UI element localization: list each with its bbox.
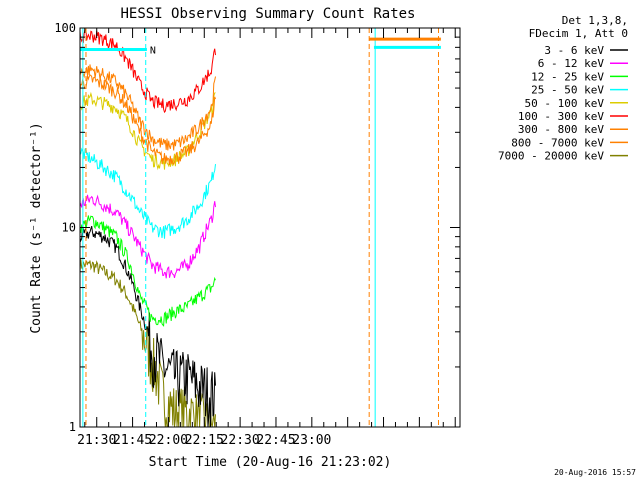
legend-entry-label: 6 - 12 keV (538, 57, 605, 70)
flag-bars: N (80, 37, 441, 57)
vertical-markers (82, 28, 439, 427)
x-tick-label: 23:00 (292, 433, 331, 448)
x-axis-label: Start Time (20-Aug-16 21:23:02) (149, 455, 392, 470)
y-tick-label: 1 (69, 420, 76, 434)
legend-entry-label: 7000 - 20000 keV (498, 150, 604, 163)
y-tick-label: 100 (54, 21, 76, 35)
series-line (79, 29, 216, 114)
legend-entry-label: 25 - 50 keV (531, 84, 604, 97)
plot-lines (79, 29, 216, 428)
flag-bar-label: N (150, 46, 156, 57)
x-tick-label: 22:00 (149, 433, 188, 448)
series-line (79, 91, 216, 171)
series-line (79, 64, 216, 151)
series-line (79, 147, 216, 239)
series-line (79, 194, 216, 279)
legend-entry-label: 800 - 7000 keV (511, 136, 604, 149)
x-tick-label: 21:30 (77, 433, 116, 448)
legend-entry-label: 3 - 6 keV (544, 44, 604, 57)
legend-header-line-1: Det 1,3,8, (562, 14, 628, 27)
x-tick-label: 22:45 (256, 433, 295, 448)
y-tick-label: 10 (62, 221, 76, 235)
footer-timestamp: 20-Aug-2016 15:57 (554, 468, 636, 477)
series-line (79, 215, 216, 327)
legend-entry-label: 12 - 25 keV (531, 70, 604, 83)
y-axis-label: Count Rate (s⁻¹ detector⁻¹) (29, 122, 44, 333)
series-line (79, 225, 216, 428)
plot-frame (79, 27, 461, 428)
legend-entry-label: 100 - 300 keV (518, 110, 604, 123)
series-line (79, 259, 216, 428)
legend-entry-label: 300 - 800 keV (518, 123, 604, 136)
series-line (79, 74, 216, 165)
x-tick-label: 22:15 (185, 433, 224, 448)
y-axis: 1 10 100 (54, 21, 460, 434)
legend-header-line-2: FDecim 1, Att 0 (529, 27, 628, 40)
x-tick-label: 22:30 (221, 433, 260, 448)
chart-title: HESSI Observing Summary Count Rates (120, 6, 415, 22)
x-tick-label: 21:45 (113, 433, 152, 448)
legend-entry-label: 50 - 100 keV (525, 97, 605, 110)
